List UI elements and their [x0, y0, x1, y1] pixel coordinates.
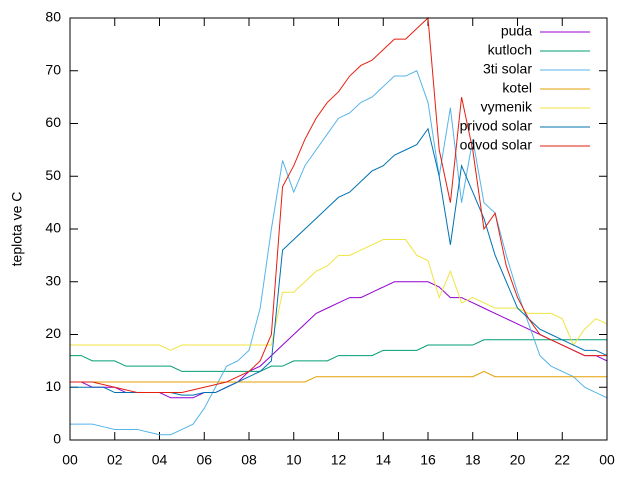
- plot-border: [69, 17, 608, 441]
- x-tick-label: 12: [331, 452, 347, 468]
- y-tick-label: 0: [53, 431, 61, 447]
- x-tick-label: 14: [375, 452, 391, 468]
- y-tick-label: 60: [45, 114, 61, 130]
- data-line: [70, 70, 608, 436]
- y-axis-label: teplota ve C: [9, 192, 25, 267]
- data-line: [70, 370, 607, 383]
- legend-label: puda: [501, 23, 532, 39]
- y-tick-label: 50: [45, 167, 61, 183]
- legend-label: kotel: [502, 80, 532, 96]
- legend-label: kutloch: [488, 42, 532, 58]
- x-tick-label: 20: [510, 452, 526, 468]
- x-tick-label: 00: [62, 452, 78, 468]
- x-tick-label: 02: [107, 452, 123, 468]
- y-tick-label: 80: [45, 9, 61, 25]
- x-tick-label: 08: [241, 452, 257, 468]
- x-tick-label: 00: [599, 452, 615, 468]
- legend-label: odvod solar: [460, 137, 533, 153]
- y-tick-label: 30: [45, 272, 61, 288]
- legend-label: 3ti solar: [483, 61, 532, 77]
- data-line: [70, 16, 607, 394]
- legend-label: vymenik: [481, 99, 533, 115]
- x-tick-label: 04: [152, 452, 168, 468]
- x-tick-label: 16: [420, 452, 436, 468]
- x-tick-label: 10: [286, 452, 302, 468]
- y-tick-label: 70: [45, 61, 61, 77]
- y-tick-label: 10: [45, 378, 61, 394]
- y-tick-label: 40: [45, 220, 61, 236]
- x-tick-label: 06: [196, 452, 212, 468]
- legend-label: privod solar: [460, 118, 533, 134]
- x-tick-label: 18: [465, 452, 481, 468]
- data-line: [70, 339, 607, 372]
- y-tick-label: 20: [45, 325, 61, 341]
- x-tick-label: 22: [554, 452, 570, 468]
